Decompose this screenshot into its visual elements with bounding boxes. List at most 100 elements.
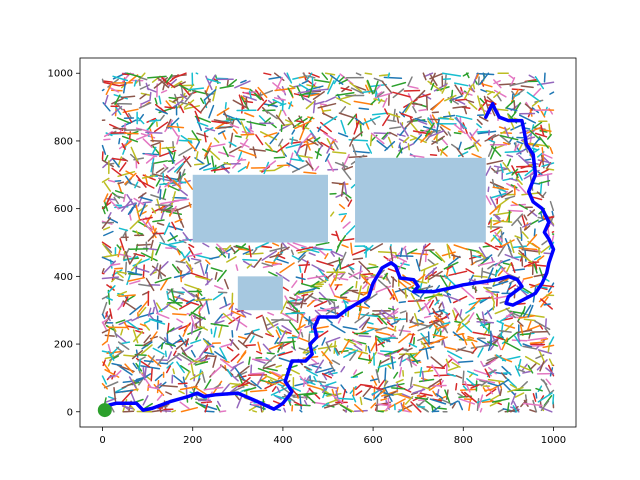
tree-edge [293, 401, 303, 407]
tree-edge [396, 133, 406, 137]
tree-edge [389, 245, 394, 262]
tree-edge [204, 127, 216, 132]
tree-edge [229, 145, 242, 154]
tree-edge [183, 155, 191, 164]
tree-edge [263, 354, 277, 368]
tree-edge [145, 131, 163, 134]
tree-edge [483, 336, 501, 347]
tree-edge [194, 260, 202, 265]
tree-edge [513, 143, 520, 152]
tree-edge [543, 157, 552, 165]
tree-edge [499, 239, 515, 249]
tree-edge [514, 392, 525, 398]
tree-edge [192, 89, 209, 95]
tree-edge [413, 134, 423, 144]
tree-edge [501, 190, 514, 199]
tree-edge [210, 167, 231, 172]
tree-edge [178, 390, 185, 395]
tree-edge [487, 142, 495, 157]
tree-edge [359, 273, 374, 276]
tree-edge [265, 318, 284, 326]
tree-edge [300, 331, 304, 338]
tree-edge [114, 332, 128, 344]
tree-edge [518, 114, 537, 124]
tree-edge [116, 346, 123, 353]
tree-edge [260, 404, 263, 413]
tree-edge [204, 264, 209, 274]
tree-edge [180, 93, 188, 100]
tree-edge [120, 328, 124, 336]
tree-edge [389, 398, 406, 408]
tree-edge [182, 323, 190, 337]
tree-edge [407, 385, 414, 391]
tree-edge [158, 261, 169, 271]
tree-edge [269, 253, 283, 259]
tree-edge [461, 322, 473, 333]
tree-edge [303, 366, 311, 371]
tree-edge [475, 378, 496, 384]
tree-edge [415, 258, 421, 272]
tree-edge [448, 270, 468, 277]
tree-edge [228, 141, 237, 147]
tree-edge [155, 178, 162, 187]
tree-edge [417, 335, 429, 342]
tree-edge [126, 194, 137, 209]
tree-edge [505, 311, 514, 319]
tree-edge [451, 402, 456, 409]
tree-edge [483, 286, 498, 297]
tree-edge [117, 181, 125, 185]
tree-edge [305, 376, 310, 382]
tree-edge [251, 358, 273, 362]
tree-edge [328, 370, 334, 377]
tree-edge [107, 350, 115, 361]
tree-edge [141, 99, 151, 105]
tree-edge [267, 330, 273, 336]
tree-edge [472, 72, 479, 86]
tree-edge [330, 251, 335, 257]
tree-edge [165, 174, 174, 183]
tree-edge [240, 121, 248, 135]
tree-edge [408, 354, 413, 368]
tree-edge [489, 196, 498, 210]
tree-edge [391, 356, 394, 370]
tree-edge [154, 382, 162, 389]
tree-edge [370, 132, 385, 145]
tree-edge [506, 107, 518, 112]
tree-edge [529, 209, 538, 217]
tree-edge [526, 142, 540, 148]
tree-edge [211, 155, 215, 170]
tree-edge [279, 262, 295, 274]
tree-edge [392, 311, 399, 316]
tree-edge [268, 342, 285, 350]
tree-edge [523, 261, 536, 268]
tree-edge [294, 403, 311, 407]
tree-edge [156, 222, 165, 226]
tree-edge [185, 298, 195, 305]
tree-edge [182, 376, 186, 388]
tree-edge [351, 290, 364, 296]
tree-edge [340, 384, 348, 394]
tree-edge [552, 394, 555, 405]
tree-edge [291, 163, 309, 173]
tree-edge [382, 97, 388, 108]
tree-edge [306, 138, 319, 146]
tree-edge [530, 219, 539, 225]
tree-edge [254, 89, 265, 102]
tree-edge [312, 88, 329, 92]
tree-edge [153, 299, 159, 314]
tree-edge [183, 177, 194, 190]
tree-edge [545, 378, 552, 386]
tree-edge [114, 389, 134, 394]
tree-edge [498, 378, 510, 387]
tree-edge [340, 106, 347, 114]
tree-edge [423, 398, 437, 410]
tree-edge [423, 72, 434, 78]
tree-edge [496, 340, 502, 351]
tree-edge [380, 398, 388, 401]
tree-edge [353, 120, 360, 135]
tree-edge [427, 258, 436, 266]
tree-edge [158, 233, 166, 244]
tree-edge [158, 177, 177, 183]
tree-edge [453, 307, 459, 314]
tree-edge [261, 250, 278, 261]
